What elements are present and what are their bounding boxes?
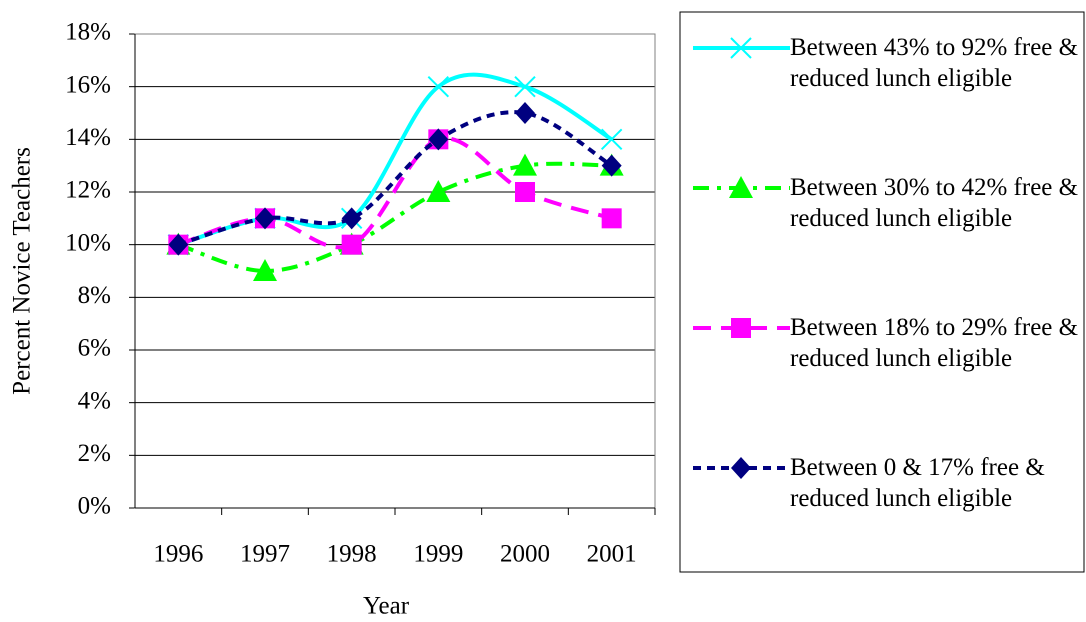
- marker: [428, 128, 449, 151]
- y-tick-label: 18%: [65, 19, 111, 46]
- x-tick-label: 1996: [153, 541, 203, 568]
- series-line: [177, 72, 613, 247]
- marker: [515, 182, 535, 202]
- y-tick-label: 4%: [78, 387, 111, 414]
- marker: [600, 128, 623, 151]
- series-line: [177, 161, 612, 274]
- x-tick-label: 2000: [500, 541, 550, 568]
- marker: [168, 233, 189, 256]
- y-tick-label: 8%: [78, 282, 111, 309]
- y-axis-label: Percent Novice Teachers: [9, 147, 36, 395]
- marker: [427, 75, 450, 98]
- marker: [601, 208, 622, 229]
- y-tick-label: 16%: [65, 71, 111, 98]
- marker: [513, 153, 537, 176]
- y-tick-label: 0%: [78, 493, 111, 520]
- legend-label: Between 18% to 29% free & reduced lunch …: [790, 314, 1079, 372]
- marker: [341, 207, 362, 230]
- x-tick-label: 1997: [240, 541, 290, 568]
- marker: [729, 176, 753, 198]
- legend-label: Between 0 & 17% free & reduced lunch eli…: [790, 454, 1045, 512]
- x-axis-label: Year: [363, 593, 410, 620]
- y-tick-label: 10%: [65, 229, 111, 256]
- legend-box: [679, 11, 1085, 573]
- marker: [731, 457, 751, 479]
- marker: [255, 207, 275, 230]
- marker: [515, 102, 535, 124]
- marker: [253, 259, 277, 281]
- marker: [601, 154, 622, 177]
- marker: [426, 180, 451, 202]
- marker: [730, 37, 752, 59]
- x-tick-label: 1999: [413, 541, 463, 568]
- plot-frame: [134, 33, 656, 509]
- x-tick-label: 1998: [327, 541, 377, 568]
- marker: [731, 318, 751, 338]
- y-tick-label: 6%: [78, 335, 111, 362]
- y-tick-label: 12%: [65, 177, 111, 204]
- y-tick-label: 14%: [65, 124, 111, 151]
- legend-label: Between 43% to 92% free & reduced lunch …: [790, 34, 1079, 92]
- x-tick-label: 2001: [587, 541, 637, 568]
- marker: [514, 75, 536, 98]
- legend-label: Between 30% to 42% free & reduced lunch …: [790, 174, 1079, 232]
- marker: [341, 234, 362, 255]
- y-tick-label: 2%: [78, 440, 111, 467]
